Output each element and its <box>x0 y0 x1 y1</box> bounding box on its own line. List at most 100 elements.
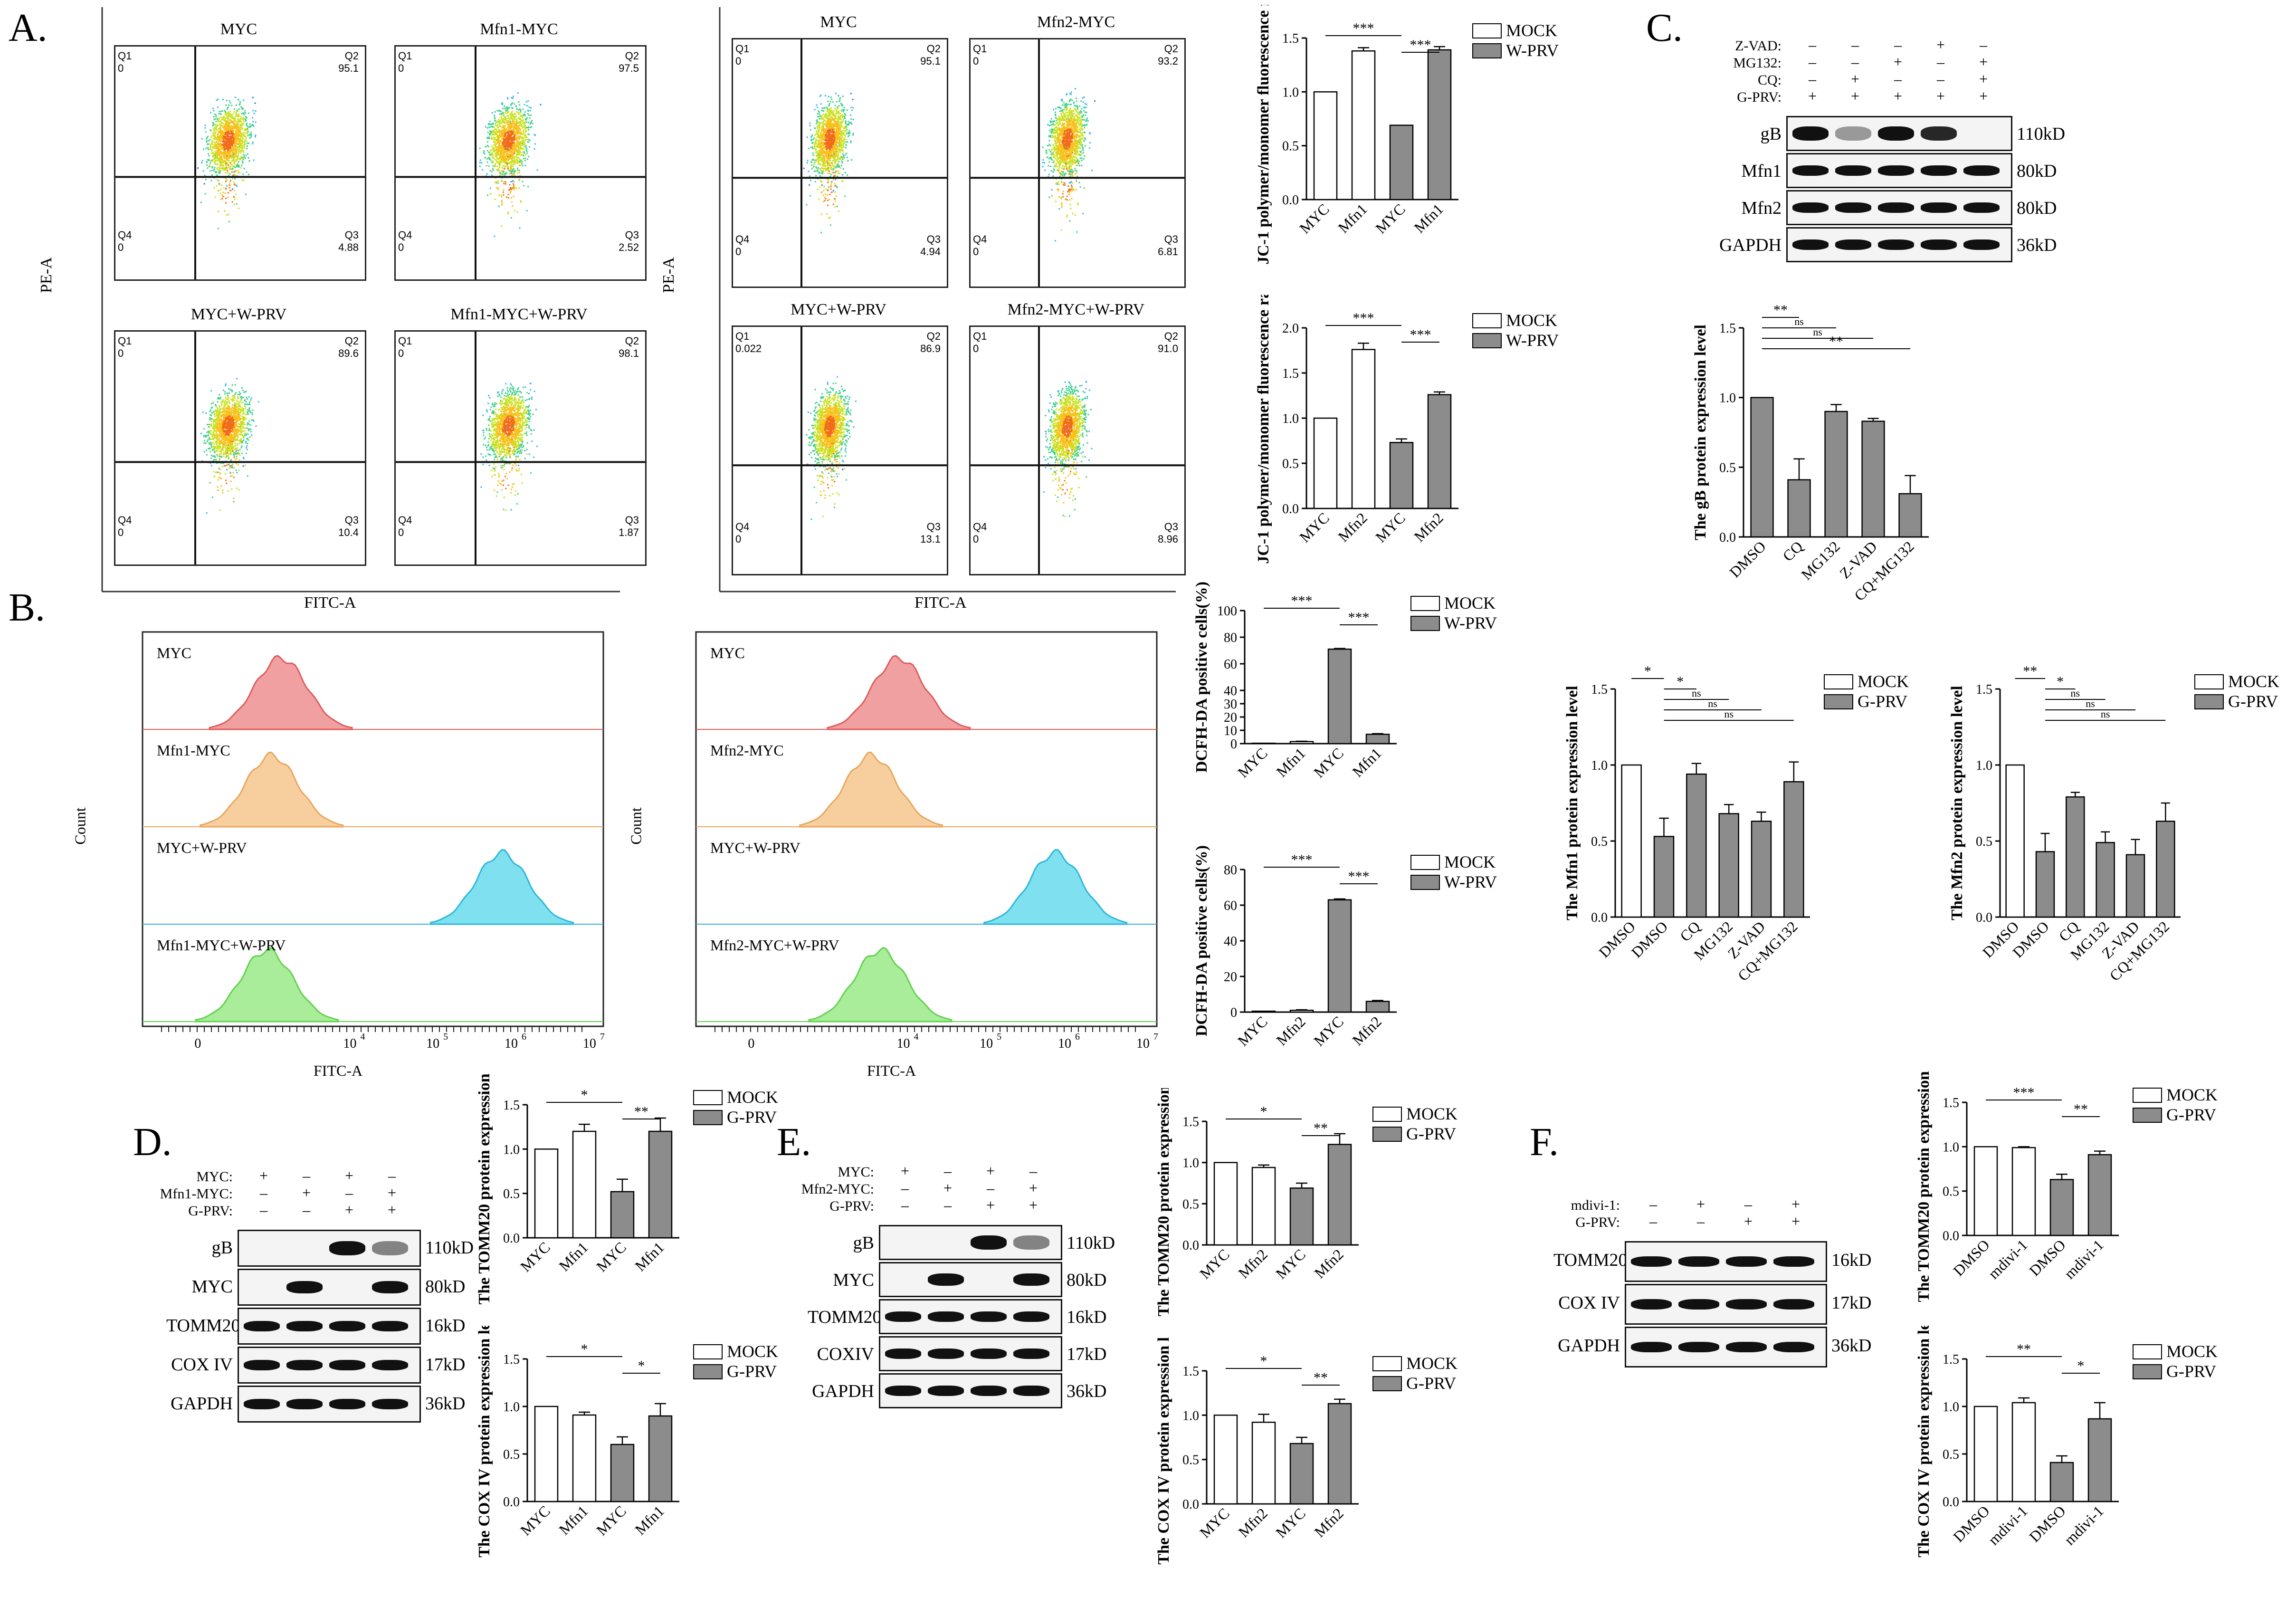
histogram-tick-label: 0 <box>748 1036 754 1051</box>
y-axis-label: The TOMM20 protein expression level <box>476 1071 493 1304</box>
legend-swatch <box>1410 875 1440 890</box>
histogram-tick-label: 10 <box>897 1036 910 1051</box>
blot-band <box>286 1281 323 1293</box>
y-tick-label: 40 <box>1224 934 1237 949</box>
flow-scatter <box>733 39 947 287</box>
y-axis-label: PE-A <box>37 257 55 293</box>
blot-protein-label: COX IV <box>1558 1293 1620 1313</box>
legend-swatch <box>1410 616 1440 631</box>
bar <box>1427 49 1452 201</box>
panel-label-a: A. <box>9 6 48 50</box>
treatment-sign: – <box>901 1196 909 1214</box>
flow-plot <box>394 330 647 566</box>
chart-mfn2-expression: 0.0 0.5 1.0 1.5 The Mfn2 protein expression … <box>1929 656 2295 1007</box>
blot-strip <box>1786 227 2012 262</box>
quadrant-label: Q2 <box>1164 43 1178 55</box>
blot-protein-label: GAPDH <box>171 1394 233 1414</box>
quadrant-value: 97.5 <box>619 62 639 74</box>
quadrant-label: Q4 <box>398 229 412 241</box>
significance-label: *** <box>2013 1085 2035 1100</box>
quadrant-value: 0 <box>973 245 979 258</box>
quadrant-label: Q2 <box>344 335 359 347</box>
flow-scatter <box>396 47 645 279</box>
blot-strip <box>879 1262 1062 1297</box>
blot-band <box>885 1386 921 1396</box>
legend-label: MOCK <box>1406 1354 1458 1373</box>
y-tick-label: 0.5 <box>1719 460 1736 475</box>
chart-jc1-mfn1: 0.0 0.5 1.0 1.5 JC-1 polymer/monomer fluores… <box>1235 0 1644 290</box>
category-label: MYC <box>1272 1504 1309 1541</box>
blot-band <box>1835 239 1871 250</box>
category-label: MYC <box>593 1238 629 1275</box>
category-label: MG132 <box>1798 537 1843 583</box>
bar <box>1365 734 1390 745</box>
significance-label: ** <box>1314 1370 1328 1386</box>
y-axis-label: JC-1 polymer/monomer fluorescence ratio <box>1255 5 1272 265</box>
histogram-tick-label: 10 <box>1136 1036 1150 1051</box>
histogram-tick-label: 10 <box>426 1036 439 1051</box>
y-axis-label: The Mfn1 protein expression level <box>1563 686 1581 920</box>
blot-protein-label: MYC <box>191 1277 233 1297</box>
significance-label: *** <box>1348 610 1370 625</box>
blot-band <box>1921 165 1957 176</box>
blot-band <box>1835 126 1871 141</box>
treatment-sign: + <box>1791 1195 1801 1213</box>
y-axis-label: The TOMM20 protein expression level <box>1915 1069 1933 1302</box>
chart-cox-d: 0.0 0.5 1.0 1.5 The COX IV protein expressio… <box>456 1303 798 1592</box>
treatment-sign: + <box>1936 87 1945 105</box>
blot-strip <box>879 1336 1062 1371</box>
treatment-sign: + <box>1979 53 1988 70</box>
quadrant-value: 0 <box>735 533 742 545</box>
blot-band <box>329 1360 365 1370</box>
blot-band <box>1013 1386 1049 1396</box>
treatment-label: G-PRV: <box>1737 89 1782 105</box>
y-tick-label: 2.0 <box>1282 321 1299 336</box>
bar <box>1973 1406 1998 1502</box>
blot-size-label: 17kD <box>1831 1293 1872 1313</box>
flow-plot <box>732 325 948 575</box>
bar <box>648 1415 673 1502</box>
histogram-tick-label: 10 <box>583 1036 596 1051</box>
blot-protein-label: MYC <box>833 1270 874 1290</box>
blot-band <box>372 1399 408 1409</box>
bar <box>1289 1187 1314 1246</box>
quadrant-label: Q2 <box>926 43 941 55</box>
chart-dcfh-mfn2: 0 20 40 60 80 DCFH-DA positive cells(%) MYC Mfn… <box>1173 836 1582 1102</box>
quadrant-label: Q1 <box>735 43 750 55</box>
quadrant-label: Q1 <box>118 335 132 347</box>
quadrant-label: Q3 <box>1164 520 1178 533</box>
quadrant-label: Q1 <box>118 50 132 62</box>
histogram-peak <box>827 655 971 730</box>
quadrant-value: 0 <box>398 347 404 359</box>
legend-swatch <box>693 1364 723 1379</box>
significance-label: *** <box>1410 327 1431 343</box>
treatment-sign: + <box>1979 87 1988 105</box>
chart-tomm20-f: 0.0 0.5 1.0 1.5 The TOMM20 protein expressio… <box>1896 1036 2276 1326</box>
blot-band <box>1921 202 1957 213</box>
flow-plot-title: MYC <box>220 20 257 38</box>
bar <box>1686 773 1707 918</box>
category-label: MYC <box>517 1502 553 1539</box>
blot-band <box>885 1348 921 1359</box>
bar <box>2087 1418 2112 1502</box>
y-tick-label: 0.0 <box>1282 193 1299 208</box>
bar <box>1213 1415 1238 1505</box>
blot-band <box>1013 1235 1049 1250</box>
significance-label: *** <box>1291 593 1313 609</box>
bar <box>1427 394 1452 509</box>
blot-protein-label: COX IV <box>171 1355 233 1375</box>
blot-band <box>1678 1299 1719 1310</box>
bar <box>2087 1154 2112 1236</box>
category-label: Mfn1 <box>555 1238 591 1274</box>
flow-plot-title: Mfn1-MYC+W-PRV <box>450 306 588 323</box>
bar-chart: 0.0 0.5 1.0 1.5 The TOMM20 protein expressio… <box>1915 1036 2218 1302</box>
blot-size-label: 110kD <box>1067 1233 1115 1253</box>
blot-strip <box>879 1225 1062 1260</box>
y-axis-label: PE-A <box>659 257 677 293</box>
significance-label: ns <box>1708 698 1717 709</box>
treatment-sign: + <box>900 1162 910 1179</box>
legend-swatch <box>1472 43 1502 58</box>
y-tick-label: 1.0 <box>1182 1408 1199 1423</box>
legend-swatch <box>2194 694 2224 709</box>
